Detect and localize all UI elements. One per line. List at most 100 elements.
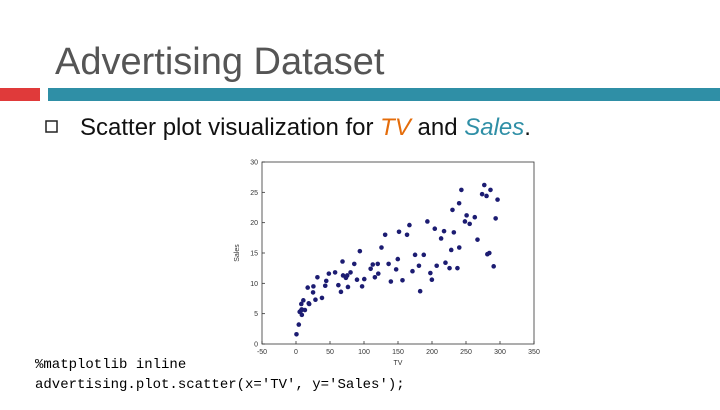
point [459, 187, 464, 193]
y-tick-label: 20 [250, 220, 258, 227]
point [299, 301, 304, 307]
point [332, 270, 338, 275]
point [338, 289, 344, 295]
y-axis-label: Sales [234, 244, 241, 262]
point [443, 260, 448, 266]
point [357, 248, 363, 254]
accent-bar [0, 88, 40, 101]
point [456, 200, 462, 206]
point [429, 277, 435, 282]
point [351, 261, 357, 267]
point [425, 219, 430, 224]
point [368, 266, 373, 272]
point [438, 236, 444, 241]
point [410, 268, 415, 274]
point [417, 288, 423, 294]
point [345, 284, 351, 290]
point [428, 270, 433, 276]
point [451, 230, 457, 235]
scatter-chart: -50 0 50 100 150 200 250 300 350051015202530TVSa… [234, 160, 540, 368]
divider-bar [48, 88, 720, 101]
point [382, 232, 388, 238]
point [421, 252, 427, 258]
bullet-tail: . [524, 114, 531, 141]
bullet-term: Sales [464, 114, 524, 141]
point [472, 214, 478, 220]
point [375, 261, 381, 267]
y-tick-label: 30 [250, 160, 258, 167]
point [336, 282, 341, 288]
point [404, 232, 410, 238]
point [396, 229, 402, 235]
point [311, 284, 316, 289]
point [326, 271, 332, 276]
x-tick-label: 350 [528, 349, 540, 356]
point [393, 267, 399, 272]
point [372, 274, 378, 280]
point [462, 219, 468, 224]
x-tick-label: 0 [294, 349, 298, 356]
point [467, 221, 472, 227]
y-tick-label: 10 [250, 281, 258, 288]
point [479, 191, 485, 197]
x-tick-label: -50 [257, 349, 267, 356]
point [493, 216, 498, 221]
point [299, 312, 305, 318]
code-line: %matplotlib inline [35, 357, 186, 373]
point [400, 278, 405, 283]
point [484, 193, 489, 199]
point [407, 222, 412, 228]
point [322, 283, 328, 289]
point [386, 261, 391, 267]
point [319, 295, 325, 301]
point [305, 285, 310, 290]
point [323, 278, 329, 284]
x-tick-label: 100 [358, 349, 370, 356]
point [464, 213, 469, 218]
y-tick-label: 15 [250, 251, 258, 258]
x-tick-label: 250 [460, 349, 472, 356]
point [375, 271, 381, 276]
y-tick-label: 25 [250, 190, 258, 197]
point [310, 290, 316, 295]
point [359, 284, 365, 289]
point [395, 256, 401, 262]
x-axis-label: TV [394, 360, 403, 367]
point [412, 252, 418, 258]
point [495, 197, 500, 202]
point [432, 226, 438, 232]
point [434, 263, 439, 269]
point [315, 274, 320, 280]
point [313, 297, 318, 303]
point [296, 322, 302, 327]
x-tick-label: 300 [494, 349, 506, 356]
point [344, 273, 350, 278]
point [416, 263, 422, 269]
point [450, 207, 455, 213]
point [491, 264, 496, 269]
bullet-term: TV [380, 114, 413, 141]
point [456, 245, 462, 250]
point [455, 265, 460, 271]
point [306, 301, 312, 307]
y-tick-label: 0 [254, 342, 258, 349]
code-line: advertising.plot.scatter(x='TV', y='Sale… [35, 377, 405, 393]
bullet-text: Scatter plot visualization for TV and Sa… [80, 114, 531, 141]
point [448, 247, 454, 253]
point [388, 279, 394, 284]
point [487, 250, 492, 256]
point [354, 277, 360, 282]
x-tick-label: 150 [392, 349, 404, 356]
point [370, 262, 376, 267]
point [475, 237, 480, 242]
point [361, 276, 367, 282]
point [488, 187, 493, 193]
point [447, 265, 452, 271]
point [441, 228, 447, 234]
point [481, 182, 487, 188]
point [348, 270, 353, 275]
point [302, 307, 308, 313]
y-tick-label: 5 [254, 311, 258, 318]
